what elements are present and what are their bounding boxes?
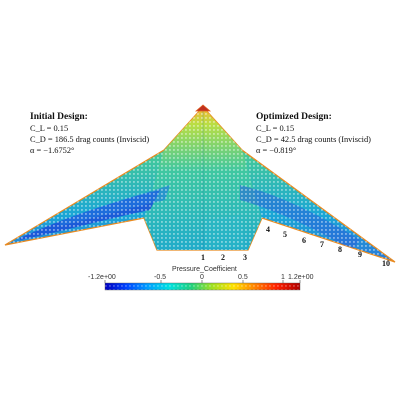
optimized-design-alpha: α = −0.819° — [256, 146, 297, 155]
section-label-3: 3 — [243, 253, 247, 262]
colorbar-tick-label: 0 — [200, 274, 204, 281]
section-label-7: 7 — [320, 240, 324, 249]
section-label-5: 5 — [283, 230, 287, 239]
colorbar-title: Pressure_Coefficient — [172, 266, 237, 273]
colorbar — [104, 280, 301, 291]
colorbar-tick-label: 1 — [281, 274, 285, 281]
section-label-10: 10 — [382, 259, 390, 268]
colorbar-min-label: -1.2e+00 — [88, 274, 116, 281]
initial-design-cl: C_L = 0.15 — [30, 124, 69, 133]
initial-design-alpha: α = −1.6752° — [30, 146, 75, 155]
section-label-1: 1 — [201, 253, 205, 262]
section-label-4: 4 — [266, 225, 270, 234]
optimized-design-title: Optimized Design: — [256, 112, 332, 122]
optimized-design-cd: C_D = 42.5 drag counts (Inviscid) — [256, 135, 371, 144]
section-label-9: 9 — [358, 250, 362, 259]
colorbar-tick-label: 0.5 — [238, 274, 248, 281]
initial-design-cd: C_D = 186.5 drag counts (Inviscid) — [30, 135, 150, 144]
optimized-design-block: Optimized Design: C_L = 0.15 C_D = 42.5 … — [256, 112, 371, 156]
colorbar-tick-label: -0.5 — [154, 274, 167, 281]
section-label-2: 2 — [221, 253, 225, 262]
initial-design-block: Initial Design: C_L = 0.15 C_D = 186.5 d… — [30, 112, 149, 156]
optimized-design-cl: C_L = 0.15 — [256, 124, 295, 133]
section-label-6: 6 — [302, 236, 306, 245]
initial-design-title: Initial Design: — [30, 112, 88, 122]
colorbar-max-label: 1.2e+00 — [288, 274, 314, 281]
section-label-8: 8 — [338, 245, 342, 254]
